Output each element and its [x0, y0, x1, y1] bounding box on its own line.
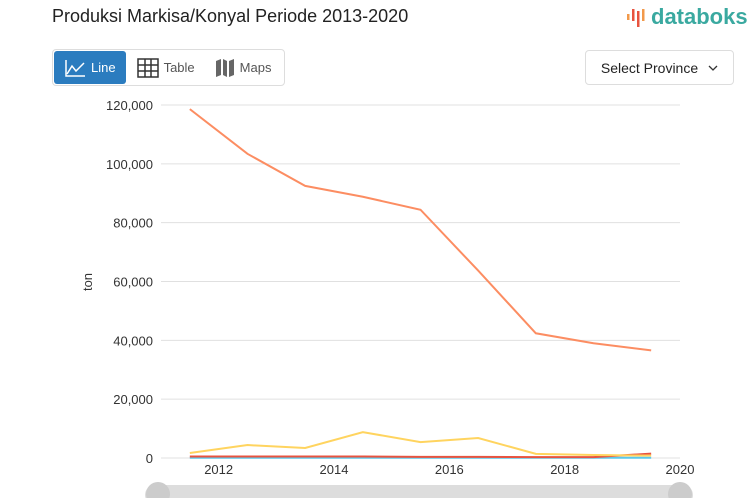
tab-line-label: Line: [91, 60, 116, 75]
tab-maps[interactable]: Maps: [205, 50, 282, 85]
y-tick-label: 0: [146, 451, 153, 466]
view-tabs: Line Table Maps: [52, 49, 285, 86]
chevron-down-icon: [708, 65, 718, 71]
province-select-label: Select Province: [600, 59, 699, 76]
x-tick-label: 2016: [435, 462, 464, 477]
y-tick-label: 60,000: [113, 275, 153, 290]
province-select[interactable]: Select Province: [585, 50, 734, 85]
tab-maps-label: Maps: [239, 60, 272, 75]
logo-bars-icon: [627, 9, 645, 27]
series-line-3[interactable]: [189, 452, 652, 459]
range-slider-left-handle[interactable]: [146, 482, 170, 498]
map-icon: [215, 58, 234, 77]
chart-title: Produksi Markisa/Konyal Periode 2013-202…: [52, 6, 409, 26]
y-tick-label: 20,000: [113, 392, 153, 407]
x-tick-label: 2020: [666, 462, 695, 477]
y-tick-label: 80,000: [113, 216, 153, 231]
y-axis-label: ton: [80, 273, 95, 291]
series-line-1[interactable]: [189, 108, 652, 352]
tab-table[interactable]: Table: [127, 50, 205, 85]
databoks-logo[interactable]: databoks: [626, 4, 748, 30]
y-tick-label: 40,000: [113, 333, 153, 348]
y-tick-label: 100,000: [106, 157, 153, 172]
x-tick-label: 2014: [320, 462, 349, 477]
series-line-2[interactable]: [189, 431, 652, 457]
range-slider-right-handle[interactable]: [668, 482, 692, 498]
range-slider-track[interactable]: [145, 485, 693, 498]
tab-line[interactable]: Line: [54, 51, 126, 84]
x-tick-label: 2018: [550, 462, 579, 477]
table-icon: [136, 57, 159, 78]
logo-text: databoks: [651, 4, 748, 29]
line-chart-icon: [65, 59, 85, 77]
y-tick-label: 120,000: [106, 98, 153, 113]
x-tick-label: 2012: [204, 462, 233, 477]
tab-table-label: Table: [163, 60, 195, 75]
